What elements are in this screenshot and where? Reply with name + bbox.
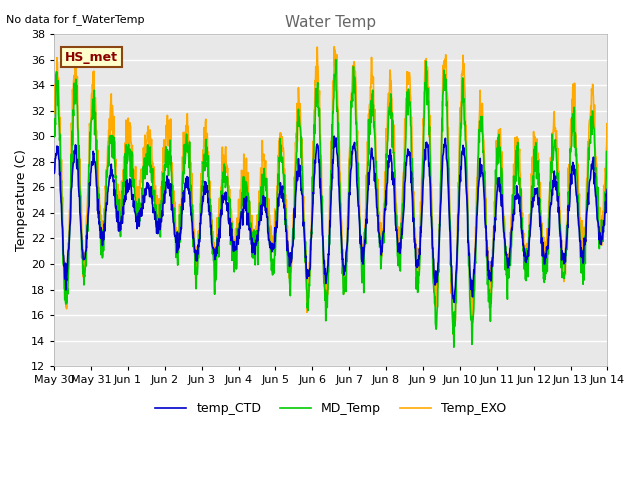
Line: Temp_EXO: Temp_EXO [54,47,607,335]
MD_Temp [93,162,100,168]
Temp_EXO [285,264,292,269]
temp_CTD [50,170,58,176]
temp_CTD [365,171,373,177]
Line: temp_CTD: temp_CTD [54,136,607,302]
temp_CTD [116,224,124,229]
temp_CTD [307,264,314,270]
MD_Temp [365,119,373,125]
Temp_EXO [307,253,314,259]
MD_Temp [332,57,340,62]
MD_Temp [450,344,458,350]
Line: MD_Temp: MD_Temp [54,60,607,347]
Temp_EXO [296,108,304,113]
MD_Temp [285,264,292,269]
Temp_EXO [604,140,611,145]
MD_Temp [307,267,314,273]
Legend: temp_CTD, MD_Temp, Temp_EXO: temp_CTD, MD_Temp, Temp_EXO [150,397,511,420]
Text: HS_met: HS_met [65,50,118,63]
MD_Temp [50,134,58,140]
Temp_EXO [93,138,100,144]
temp_CTD [285,253,292,259]
temp_CTD [93,184,100,190]
MD_Temp [296,125,304,131]
Temp_EXO [116,193,124,199]
temp_CTD [296,170,304,176]
Y-axis label: Temperature (C): Temperature (C) [15,149,28,251]
Temp_EXO [50,99,58,105]
temp_CTD [330,133,338,139]
temp_CTD [604,186,611,192]
MD_Temp [604,168,611,174]
Text: No data for f_WaterTemp: No data for f_WaterTemp [6,14,145,25]
Temp_EXO [330,44,338,49]
Temp_EXO [365,104,373,109]
MD_Temp [116,196,124,202]
Temp_EXO [449,332,457,337]
temp_CTD [451,300,458,305]
Title: Water Temp: Water Temp [285,15,376,30]
